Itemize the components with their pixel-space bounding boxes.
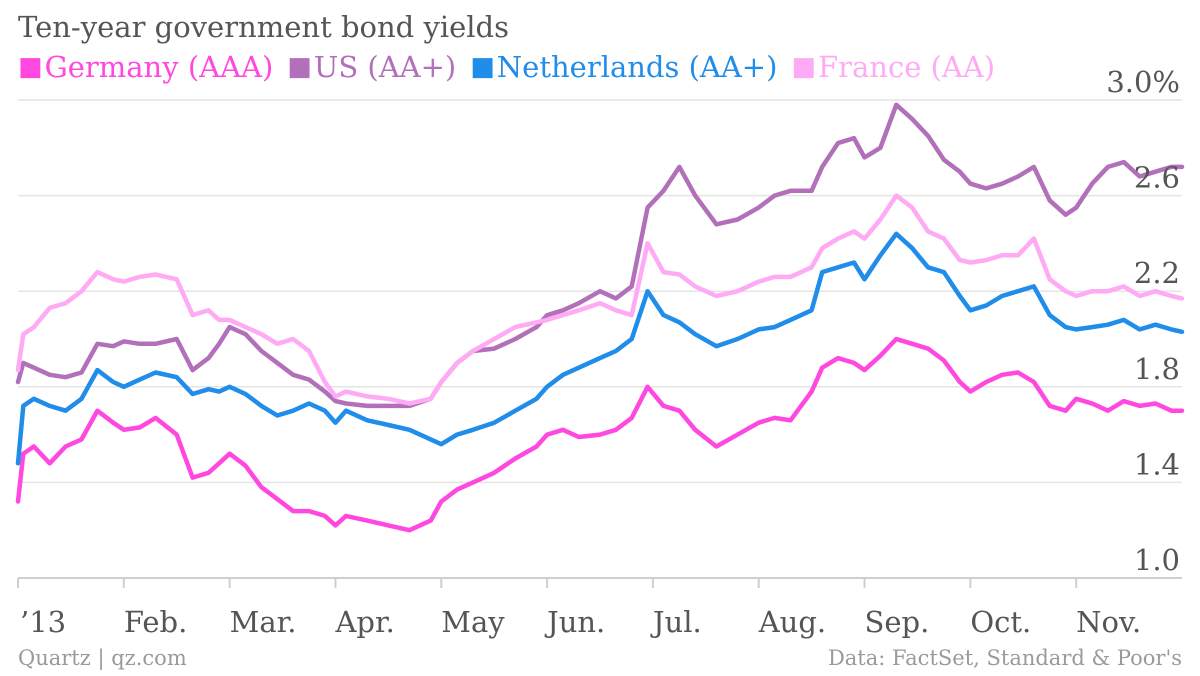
x-tick-label: ’13 bbox=[20, 605, 66, 639]
x-tick-label: Jun. bbox=[544, 605, 605, 639]
x-tick-label: Apr. bbox=[334, 605, 394, 639]
footer-credit: Quartz | qz.com bbox=[18, 646, 187, 670]
legend-label-us: US (AA+) bbox=[313, 50, 457, 84]
legend-swatch-netherlands: ■ bbox=[470, 52, 495, 82]
grid-lines bbox=[17, 99, 1182, 588]
legend-item-us: ■ US (AA+) bbox=[287, 50, 456, 84]
x-tick-label: Oct. bbox=[970, 605, 1031, 639]
legend-swatch-us: ■ bbox=[287, 52, 312, 82]
x-tick-label: Aug. bbox=[758, 605, 826, 639]
x-tick-label: Mar. bbox=[230, 605, 297, 639]
x-tick-label: Feb. bbox=[124, 605, 187, 639]
x-tick-label: May bbox=[441, 605, 505, 639]
y-tick-label: 1.0 bbox=[1134, 543, 1180, 577]
legend-item-germany: ■ Germany (AAA) bbox=[18, 50, 273, 84]
axis-labels: 1.0 1.4 1.8 2.2 2.6 3.0% ’13 Feb. Mar. Apr. May Jun… bbox=[20, 65, 1180, 639]
y-tick-label: 2.2 bbox=[1134, 256, 1180, 290]
series-line-us bbox=[15, 102, 1185, 409]
series-line-germany bbox=[15, 336, 1185, 533]
x-tick-label: Nov. bbox=[1076, 605, 1141, 639]
legend: ■ Germany (AAA) ■ US (AA+) ■ Netherlands (A… bbox=[18, 50, 1009, 84]
legend-label-france: France (AA) bbox=[818, 50, 996, 84]
series-lines bbox=[15, 102, 1185, 533]
chart-title: Ten-year government bond yields bbox=[18, 10, 509, 44]
y-tick-label: 2.6 bbox=[1134, 161, 1180, 195]
legend-swatch-france: ■ bbox=[791, 52, 816, 82]
y-tick-label: 1.4 bbox=[1134, 447, 1180, 481]
x-tick-label: Jul. bbox=[650, 605, 702, 639]
series-line-france bbox=[15, 193, 1185, 406]
footer-source: Data: FactSet, Standard & Poor's bbox=[827, 646, 1182, 670]
y-tick-label: 1.8 bbox=[1134, 352, 1180, 386]
x-tick-label: Sep. bbox=[865, 605, 930, 639]
series-line-netherlands bbox=[15, 231, 1185, 466]
legend-item-france: ■ France (AA) bbox=[791, 50, 995, 84]
y-tick-label: 3.0% bbox=[1106, 65, 1180, 99]
legend-swatch-germany: ■ bbox=[18, 52, 43, 82]
legend-label-germany: Germany (AAA) bbox=[44, 50, 274, 84]
legend-label-netherlands: Netherlands (AA+) bbox=[496, 50, 778, 84]
legend-item-netherlands: ■ Netherlands (AA+) bbox=[470, 50, 777, 84]
